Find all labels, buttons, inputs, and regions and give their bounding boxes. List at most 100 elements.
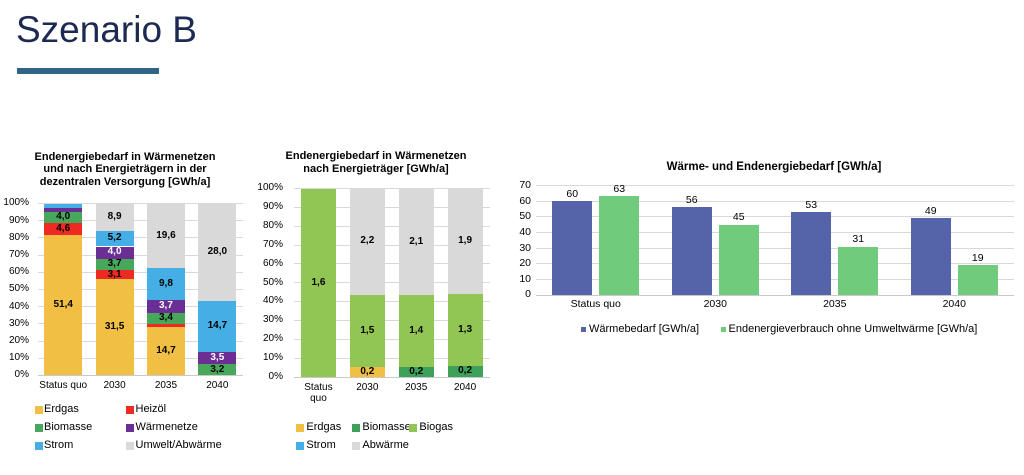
bar-segment-label: 2,2 (360, 235, 375, 247)
bar-segment-abw-rme (447, 188, 483, 294)
legend-label: Strom (44, 438, 74, 451)
x-axis-category-label: 2035 (790, 298, 880, 310)
bar-segment-biogas (398, 295, 434, 367)
legend-label: Endenergieverbrauch ohne Umweltwärme [GW… (728, 322, 978, 335)
x-axis-category-label: 2040 (172, 380, 262, 392)
x-axis-category-label: 2040 (909, 298, 999, 310)
bar-segment-erdgas (95, 279, 134, 376)
gridline (294, 301, 490, 303)
bar-segment-strom (95, 230, 134, 247)
gridline (37, 289, 243, 290)
title-underline-bar (17, 68, 159, 74)
bar-segment-w-rmenetze (198, 352, 237, 365)
legend-marker-strom (296, 442, 304, 450)
bar-data-label: 63 (613, 182, 626, 195)
x-axis-category-label: 2030 (70, 380, 160, 392)
gridline (536, 294, 1014, 296)
bar-segment-label: 1,5 (360, 324, 375, 336)
y-axis-tick-label: 70% (8, 248, 29, 260)
bar-segment-label: 1,4 (409, 324, 424, 336)
bar-w-rmebedarf-gwh-a- (552, 201, 593, 295)
bar-w-rmebedarf-gwh-a- (671, 207, 712, 295)
legend-label: Biomasse (44, 420, 93, 433)
bar-segment-umwelt-abw-rme (198, 203, 237, 301)
bar-segment-biogas (447, 293, 483, 366)
bar-segment-erdgas (146, 327, 185, 376)
chart-title-line: dezentralen Versorgung [GWh/a] (39, 175, 211, 188)
y-axis-tick-label: 40 (519, 225, 531, 238)
legend-marker-erdgas (34, 405, 43, 414)
bar-segment-heiz-l (146, 323, 185, 328)
legend-label: Wärmebedarf [GWh/a] (589, 322, 700, 335)
bar-segment-label: 3,4 (158, 311, 173, 323)
x-axis-category-label: 2035 (121, 380, 211, 392)
y-axis-tick-label: 100% (257, 182, 283, 194)
gridline (536, 263, 1014, 265)
bar-segment-w-rmenetze (95, 246, 134, 259)
bar-segment-label: 1,3 (458, 323, 473, 335)
gridline (536, 278, 1014, 280)
y-axis-tick-label: 100% (3, 197, 29, 209)
gridline (37, 237, 243, 239)
gridline (294, 357, 490, 359)
bar-segment-label: 5,2 (107, 232, 122, 244)
y-axis-tick-label: 60 (519, 194, 531, 207)
x-axis-category-label: 2035 (371, 382, 461, 393)
bar-segment-label: 31,5 (104, 321, 125, 333)
bar-segment-label: 3,2 (210, 363, 225, 375)
gridline (536, 247, 1014, 249)
y-axis-tick-label: 90% (262, 201, 283, 213)
bar-segment-label: 3,7 (158, 300, 173, 312)
bar-segment-label: 1,9 (458, 234, 473, 246)
bar-segment-w-rmenetze (44, 207, 83, 212)
y-axis-tick-label: 70 (519, 178, 531, 191)
x-axis-category-line: 2040 (206, 379, 229, 391)
chart-title: Wärme- und Endenergiebedarf [GWh/a] (524, 161, 1024, 174)
bar-segment-biomasse (447, 365, 483, 377)
x-axis-category-line: 2035 (405, 382, 428, 394)
gridline (294, 225, 490, 227)
bar-segment-label: 3,5 (210, 352, 225, 364)
y-axis-tick-label: 30% (262, 314, 283, 326)
legend-marker-erdgas (296, 424, 304, 432)
gridline (536, 200, 1014, 202)
bar-segment-biomasse (146, 312, 185, 324)
bar-segment-biomasse (198, 364, 237, 376)
legend-label: Biomasse (362, 421, 411, 434)
legend-label: Umwelt/Abwärme (135, 438, 222, 451)
bar-endenergieverbrauch-ohne-umweltw-rme-gwh-a- (838, 246, 879, 295)
bar-endenergieverbrauch-ohne-umweltw-rme-gwh-a- (599, 196, 640, 295)
bar-segment-umwelt-abw-rme (146, 203, 185, 269)
legend-label: Wärmenetze (135, 420, 198, 433)
gridline (37, 203, 243, 204)
bar-segment-label: 0,2 (409, 365, 424, 377)
legend-label: Abwärme (362, 439, 409, 452)
gridline (294, 188, 490, 189)
legend-marker-abw-rme (352, 442, 360, 450)
bar-data-label: 45 (732, 211, 745, 224)
x-axis-category-line: quo (310, 393, 327, 405)
x-axis-category-line: 2030 (703, 298, 727, 311)
bar-segment-label: 28,0 (207, 246, 228, 258)
bar-segment-biomasse (44, 211, 83, 223)
bar-segment-label: 3,1 (107, 268, 122, 280)
y-axis-tick-label: 70% (262, 238, 283, 250)
bar-segment-label: 4,0 (107, 246, 122, 258)
gridline (294, 282, 490, 284)
bar-w-rmebedarf-gwh-a- (791, 212, 832, 295)
bar-segment-heiz-l (44, 222, 83, 236)
x-axis-category-line: 2030 (103, 379, 126, 391)
y-axis-tick-label: 10% (262, 351, 283, 363)
bar-segment-label: 1,6 (311, 276, 326, 288)
chart-dezentral-versorgung: Endenergiebedarf in Wärmenetzen und nach … (0, 0, 256, 475)
y-axis-tick-label: 60% (262, 257, 283, 269)
legend-marker-biogas (409, 424, 417, 432)
bar-segment-label: 4,0 (56, 210, 71, 222)
y-axis-tick-label: 50% (262, 276, 283, 288)
bar-segment-strom (44, 203, 83, 208)
bar-segment-biomasse (95, 258, 134, 270)
legend-label: Biogas (419, 421, 454, 434)
gridline (37, 323, 243, 325)
